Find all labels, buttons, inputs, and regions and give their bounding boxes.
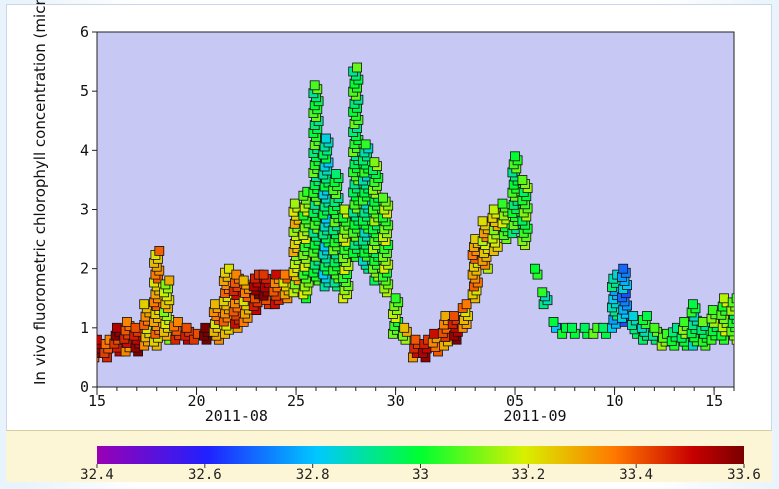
y-tick-label: 4 [80, 141, 89, 159]
data-point [642, 311, 652, 321]
data-point [598, 322, 609, 333]
data-point [238, 275, 249, 286]
colorbar-tick-label: 32.8 [296, 467, 330, 483]
data-point [618, 263, 629, 274]
colorbar-tick-label: 33.6 [727, 467, 761, 483]
data-point [517, 174, 528, 185]
data-point [339, 204, 350, 215]
data-point [530, 263, 540, 274]
y-tick-label: 3 [80, 201, 89, 219]
data-point [122, 316, 132, 327]
y-tick-label: 6 [80, 23, 89, 41]
x-tick-label: 30 [387, 392, 405, 410]
colorbar-tick-label: 32.6 [188, 467, 222, 483]
data-point [731, 293, 734, 304]
data-points [97, 62, 734, 363]
data-point [330, 169, 341, 179]
data-point [488, 204, 499, 215]
x-tick-label: 10 [606, 392, 624, 410]
data-point [410, 334, 421, 345]
data-point [224, 263, 234, 274]
data-point [628, 311, 639, 321]
data-point [510, 151, 520, 162]
data-point [181, 322, 192, 333]
data-point [537, 287, 548, 298]
x-month-label: 2011-08 [205, 407, 268, 425]
y-tick-label: 1 [80, 319, 89, 337]
data-point [289, 198, 300, 209]
data-point [97, 334, 102, 345]
data-point [231, 269, 242, 280]
x-tick-label: 25 [287, 392, 305, 410]
colorbar-ticks: 32.4 32.6 32.8 33 33.2 33.4 33.6 [80, 464, 761, 483]
colorbar-tick-label: 32.4 [80, 467, 114, 483]
y-tick-label: 5 [80, 82, 89, 100]
data-point [477, 216, 488, 227]
data-point [548, 316, 559, 327]
data-point [378, 192, 388, 203]
data-point [352, 62, 363, 73]
data-point [679, 316, 690, 327]
data-point [649, 322, 660, 333]
data-point [309, 80, 320, 91]
y-tick-label: 0 [80, 378, 89, 396]
data-point [258, 269, 269, 280]
x-tick-label: 05 [506, 392, 524, 410]
data-point [210, 299, 221, 310]
colorbar-tick-label: 33.4 [619, 467, 653, 483]
data-point [567, 322, 577, 333]
y-axis-label: In vivo fluorometric chlorophyll concent… [31, 0, 49, 385]
data-point [360, 139, 371, 150]
data-point [369, 157, 380, 168]
x-tick-label: 15 [88, 392, 106, 410]
y-axis: 0 1 2 3 4 5 6 [80, 23, 97, 396]
data-point [399, 322, 410, 333]
colorbar-tick-label: 33 [412, 467, 429, 483]
data-point [154, 245, 165, 256]
data-point [200, 322, 211, 333]
colorbar-tick-label: 33.2 [511, 467, 545, 483]
x-axis: 15 20 25 30 05 10 15 2011-08 2011-09 [88, 387, 735, 425]
data-point [697, 316, 708, 327]
data-point [497, 198, 508, 209]
data-point [320, 133, 331, 144]
data-point [172, 316, 183, 327]
data-point [429, 328, 440, 339]
data-point [707, 305, 718, 316]
data-point [449, 311, 459, 321]
data-point [719, 293, 729, 304]
data-point [139, 299, 150, 310]
data-point [390, 293, 401, 304]
data-point [112, 322, 122, 333]
colorbar [97, 446, 744, 464]
data-point [130, 322, 141, 333]
data-point [579, 322, 590, 333]
data-point [461, 299, 472, 310]
x-tick-label: 15 [705, 392, 723, 410]
y-tick-label: 2 [80, 260, 89, 278]
x-month-label: 2011-09 [503, 407, 566, 425]
data-point [279, 269, 290, 280]
data-point [164, 275, 175, 286]
data-point [688, 299, 698, 310]
x-tick-label: 20 [188, 392, 206, 410]
